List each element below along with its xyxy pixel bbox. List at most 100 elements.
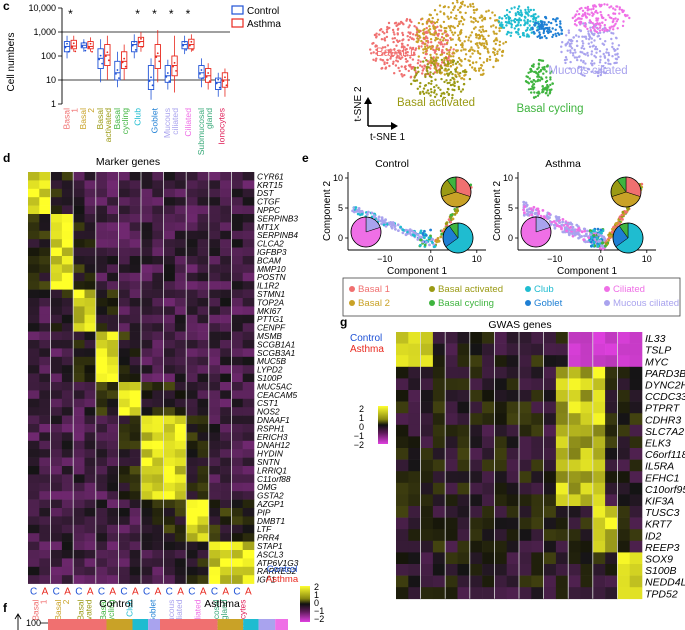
gene-label: SCGB1A1 — [257, 339, 295, 349]
g-legend-asthma: Asthma — [350, 344, 384, 355]
tsne-point — [492, 47, 495, 50]
heatmap-cell — [95, 365, 108, 374]
tsne-point — [442, 91, 445, 95]
tsne-point — [410, 82, 413, 86]
g-heatmap-cell — [469, 564, 483, 576]
box-point — [99, 54, 102, 57]
tsne-point — [617, 44, 621, 47]
g-heatmap-cell — [629, 540, 643, 553]
g-heatmap-cell — [396, 448, 409, 460]
gene-label: ERICH3 — [257, 432, 288, 442]
g-heatmap-cell — [482, 413, 495, 426]
g-heatmap-cell — [617, 413, 630, 426]
tsne-point — [429, 13, 432, 17]
e-x-tick-label: 0 — [598, 254, 603, 264]
tsne-point — [568, 42, 572, 46]
g-heatmap-cell — [420, 366, 434, 379]
x-tick-label: activated — [103, 108, 113, 143]
heatmap-cell — [152, 331, 164, 341]
heatmap-cell — [152, 314, 164, 324]
tsne-point — [478, 29, 481, 32]
g-heatmap-cell — [605, 413, 618, 426]
tsne-point — [422, 51, 425, 54]
e-point — [549, 222, 553, 226]
g-heatmap-cell — [420, 517, 434, 530]
heatmap-cell — [84, 415, 97, 425]
g-colorbar — [378, 406, 388, 444]
tsne-point — [527, 71, 530, 75]
heatmap-cell — [197, 499, 210, 509]
heatmap-cell — [186, 516, 198, 526]
e-point — [583, 229, 587, 233]
tsne-point — [584, 53, 587, 56]
tsne-point — [422, 33, 425, 36]
tsne-point — [448, 48, 452, 51]
heatmap-cell — [107, 373, 119, 383]
heatmap-cell — [28, 205, 40, 215]
heatmap-cell — [186, 474, 198, 484]
tsne-point — [519, 24, 522, 27]
e-x-axis-label: Component 1 — [387, 266, 447, 277]
heatmap-cell — [50, 499, 63, 509]
heatmap-cell — [197, 256, 210, 265]
heatmap-cell — [39, 382, 51, 391]
heatmap-cell — [197, 407, 210, 416]
heatmap-cell — [39, 558, 51, 568]
g-heatmap-cell — [420, 413, 434, 426]
e-point — [421, 240, 425, 244]
heatmap-cell — [129, 272, 142, 282]
heatmap-cell — [242, 214, 255, 223]
tsne-point — [622, 20, 625, 23]
g-heatmap-cell — [543, 366, 557, 379]
g-heatmap-cell — [506, 332, 520, 344]
heatmap-cell — [163, 558, 176, 568]
tsne-point — [488, 58, 492, 61]
tsne-point — [401, 33, 405, 37]
tsne-point — [584, 62, 587, 65]
heatmap-cell — [152, 390, 164, 400]
tsne-point — [513, 27, 516, 30]
heatmap-cell — [61, 348, 74, 358]
e-point — [565, 229, 568, 233]
heatmap-cell — [50, 331, 63, 341]
g-heatmap-cell — [396, 436, 409, 449]
tsne-point — [501, 23, 504, 27]
heatmap-cell — [61, 407, 74, 416]
e-point — [545, 214, 549, 217]
tsne-point — [428, 75, 432, 78]
tsne-point — [448, 51, 451, 54]
g-heatmap-cell — [457, 436, 471, 449]
heatmap-cell — [95, 566, 108, 576]
cluster-label: Basal — [76, 599, 86, 620]
g-heatmap-cell — [506, 482, 520, 495]
heatmap-cell — [84, 365, 97, 374]
heatmap-cell — [50, 449, 63, 458]
g-heatmap-cell — [555, 506, 569, 518]
tsne-point — [601, 28, 604, 32]
tsne-point — [512, 19, 515, 22]
heatmap-cell — [61, 424, 74, 433]
heatmap-cell — [220, 424, 232, 433]
heatmap-cell — [73, 432, 85, 442]
g-heatmap-cell — [457, 448, 471, 460]
heatmap-cell — [163, 239, 176, 248]
tsne-point — [449, 29, 452, 32]
tsne-point — [451, 63, 455, 66]
heatmap-cell — [220, 541, 232, 551]
heatmap-cell — [242, 180, 255, 190]
g-heatmap-cell — [531, 471, 544, 484]
heatmap-cell — [242, 205, 255, 215]
tsne-point — [538, 25, 541, 29]
g-heatmap-cell — [592, 517, 606, 530]
tsne-point — [603, 66, 607, 70]
g-colorbar-tick-label: 1 — [359, 413, 364, 423]
heatmap-cell — [95, 214, 108, 223]
tsne-point — [480, 30, 483, 34]
heatmap-cell — [73, 188, 85, 198]
tsne-point — [453, 26, 456, 30]
heatmap-cell — [28, 558, 40, 568]
tsne-point — [515, 30, 518, 34]
tsne-point — [398, 39, 401, 43]
heatmap-cell — [141, 390, 153, 400]
tsne-point — [449, 46, 453, 49]
